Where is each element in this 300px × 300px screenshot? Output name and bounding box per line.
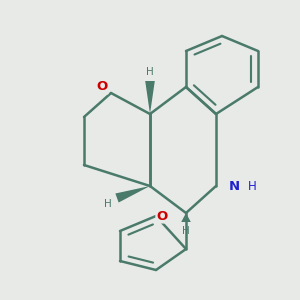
Text: H: H bbox=[248, 179, 256, 193]
Text: O: O bbox=[156, 209, 168, 223]
Text: H: H bbox=[182, 226, 190, 236]
Polygon shape bbox=[145, 81, 155, 114]
Polygon shape bbox=[181, 213, 191, 222]
Polygon shape bbox=[116, 186, 150, 202]
Text: O: O bbox=[96, 80, 108, 94]
Text: N: N bbox=[228, 179, 240, 193]
Text: H: H bbox=[104, 199, 112, 209]
Text: H: H bbox=[146, 67, 154, 77]
